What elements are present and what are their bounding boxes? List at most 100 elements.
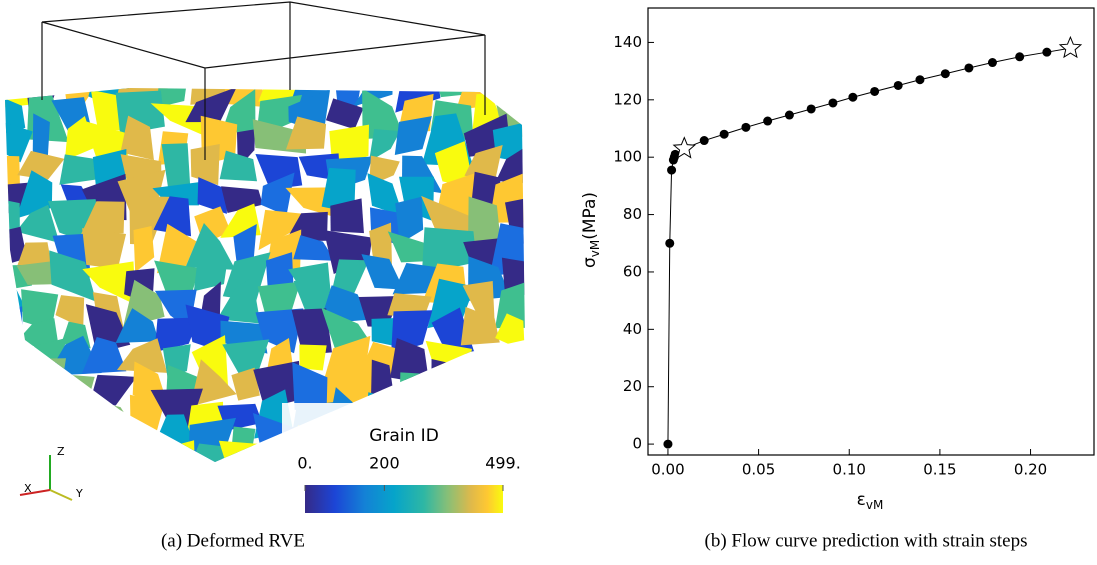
- grain: [5, 389, 31, 431]
- grain: [395, 196, 424, 244]
- y-tick-label: 80: [623, 205, 642, 223]
- grain: [5, 359, 24, 406]
- grain: [458, 359, 500, 399]
- grain: [473, 350, 502, 381]
- grain: [332, 88, 364, 114]
- grain: [17, 150, 65, 180]
- triad-label: Z: [57, 445, 65, 458]
- grain: [536, 387, 560, 438]
- grain: [190, 88, 226, 105]
- grain: [15, 204, 60, 243]
- point-marker: [784, 110, 794, 120]
- grain: [291, 308, 332, 355]
- grain: [197, 177, 228, 214]
- caption: (b) Flow curve prediction with strain st…: [705, 530, 1028, 551]
- grain: [431, 358, 469, 410]
- grain: [190, 144, 220, 186]
- caption: (a) Deformed RVE: [161, 530, 305, 551]
- point-marker: [1042, 47, 1052, 57]
- grain: [527, 413, 573, 464]
- grain: [89, 374, 137, 406]
- grain: [285, 116, 327, 150]
- grain: [156, 88, 188, 108]
- grain: [536, 250, 572, 296]
- grain: [361, 254, 404, 290]
- grain: [285, 187, 335, 217]
- data-line: [667, 47, 1071, 445]
- y-tick-label: 100: [613, 148, 642, 166]
- grain: [150, 103, 204, 136]
- grain: [503, 349, 525, 384]
- point-marker: [987, 58, 997, 68]
- grain: [460, 306, 500, 346]
- grain: [82, 468, 127, 522]
- grain: [81, 337, 127, 374]
- grain: [368, 129, 401, 162]
- triad-label: Y: [75, 487, 83, 500]
- grain: [495, 147, 525, 184]
- grain: [258, 88, 301, 102]
- point-marker: [665, 238, 675, 248]
- grain: [5, 155, 21, 194]
- point-marker: [670, 149, 680, 159]
- grain: [529, 128, 577, 166]
- grain: [525, 286, 575, 329]
- colorbar-tick-label: 0.: [297, 454, 312, 473]
- grain: [115, 308, 159, 343]
- grain: [133, 225, 155, 273]
- grain: [32, 113, 50, 163]
- point-marker: [1015, 52, 1025, 62]
- grain: [531, 475, 576, 514]
- grain: [292, 362, 334, 410]
- y-tick-label: 0: [632, 435, 642, 453]
- grain: [0, 475, 26, 520]
- grain: [16, 260, 58, 285]
- grain: [528, 196, 571, 238]
- point-marker: [870, 86, 880, 96]
- colorbar: [305, 485, 503, 513]
- grain: [330, 198, 364, 234]
- grain: [191, 335, 229, 387]
- grain: [323, 230, 373, 275]
- point-marker: [915, 75, 925, 85]
- grain: [260, 172, 295, 216]
- grain: [528, 78, 578, 109]
- y-tick-label: 60: [623, 262, 642, 280]
- point-marker: [828, 98, 838, 108]
- grain: [293, 235, 336, 261]
- grain: [154, 260, 200, 296]
- point-marker: [663, 439, 673, 449]
- y-label-unit: (MPa): [580, 192, 600, 240]
- point-marker: [940, 69, 950, 79]
- point-marker: [893, 80, 903, 90]
- y-tick-label: 120: [613, 90, 642, 108]
- grain: [5, 417, 15, 458]
- point-marker: [741, 122, 751, 132]
- grain: [253, 360, 302, 409]
- x-tick-label: 0.00: [651, 461, 684, 479]
- grain: [127, 432, 152, 462]
- grain: [82, 415, 122, 461]
- grain: [325, 98, 364, 130]
- grain: [5, 196, 20, 238]
- grain: [421, 227, 477, 275]
- grain: [63, 420, 101, 462]
- grain: [531, 150, 571, 194]
- grain: [529, 445, 576, 490]
- plot-frame: [647, 7, 1095, 456]
- grain: [51, 373, 95, 415]
- y-label-symbol: σ: [580, 257, 600, 268]
- grain: [53, 398, 96, 435]
- grain: [153, 196, 192, 237]
- grain: [154, 440, 196, 462]
- y-label-subscript: vM: [588, 240, 602, 257]
- grain: [530, 233, 572, 274]
- grain: [190, 359, 237, 407]
- point-marker: [964, 63, 974, 73]
- star-marker: [1058, 35, 1083, 59]
- x-label-symbol: ε: [857, 490, 866, 510]
- grain: [5, 91, 26, 137]
- point-marker: [763, 116, 773, 126]
- grain: [258, 209, 303, 251]
